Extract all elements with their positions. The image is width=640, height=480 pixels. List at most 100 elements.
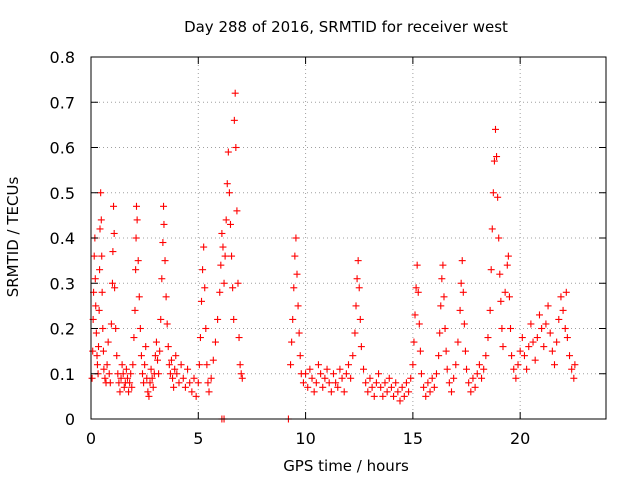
data-point [314, 361, 322, 369]
data-point [220, 279, 228, 287]
data-point [407, 374, 415, 382]
data-point [128, 383, 136, 391]
data-point [533, 334, 541, 342]
data-point [570, 374, 578, 382]
data-point [232, 144, 240, 151]
data-point [531, 356, 539, 364]
data-point [458, 257, 466, 265]
data-point [201, 284, 209, 292]
data-point [166, 370, 174, 378]
data-point [443, 365, 451, 373]
data-point [512, 374, 520, 382]
data-point [396, 397, 404, 405]
data-point [106, 379, 114, 387]
data-point [98, 252, 106, 260]
data-point [514, 361, 522, 369]
data-point [186, 379, 194, 387]
data-point [400, 392, 408, 400]
data-point [323, 365, 331, 373]
data-point [366, 374, 374, 382]
data-point [368, 383, 376, 391]
data-point [159, 239, 167, 247]
data-point [99, 347, 107, 355]
data-point [157, 315, 165, 323]
data-point [221, 252, 229, 260]
data-point [109, 248, 117, 256]
data-point [99, 325, 107, 332]
data-point [107, 320, 115, 328]
data-point [557, 293, 565, 301]
data-point [360, 365, 368, 373]
data-point [306, 365, 314, 373]
data-point [362, 379, 370, 387]
data-point [538, 325, 546, 332]
data-point [175, 379, 183, 387]
data-point [93, 352, 101, 360]
data-point [405, 388, 413, 396]
data-point [441, 325, 449, 332]
data-point [237, 370, 245, 378]
data-point [482, 352, 490, 360]
data-point [312, 379, 320, 387]
y-tick-label: 0.6 [50, 139, 75, 158]
data-point [338, 374, 346, 382]
data-point [295, 329, 303, 337]
data-point [155, 370, 163, 378]
data-point [169, 374, 177, 382]
data-point [95, 306, 103, 314]
y-axis-label: SRMTID / TECUs [4, 177, 22, 298]
data-point [127, 370, 135, 378]
data-point [184, 365, 192, 373]
data-point [235, 334, 243, 342]
data-point [422, 392, 430, 400]
data-point [493, 153, 501, 161]
data-point [414, 288, 422, 296]
data-point [226, 220, 234, 228]
chart-title: Day 288 of 2016, SRMTID for receiver wes… [184, 18, 508, 36]
data-point [163, 320, 171, 328]
data-point [347, 374, 355, 382]
data-point [119, 370, 127, 378]
data-point [490, 157, 498, 165]
x-tick-label: 15 [403, 429, 423, 448]
data-point [142, 343, 150, 351]
data-point [214, 315, 222, 323]
data-point [139, 370, 146, 378]
data-point [113, 352, 121, 360]
data-point [510, 365, 518, 373]
data-point [91, 275, 99, 283]
data-point [198, 297, 206, 305]
data-point [98, 288, 106, 296]
data-point [508, 352, 516, 360]
data-point [236, 361, 244, 369]
data-point [355, 284, 363, 292]
data-point [207, 374, 215, 382]
data-point [136, 325, 144, 332]
data-point [454, 338, 462, 346]
grid [91, 57, 606, 419]
data-point [356, 315, 364, 323]
data-point [518, 334, 526, 342]
data-point [205, 388, 213, 396]
data-point [195, 361, 203, 369]
data-point [489, 189, 497, 197]
data-point [173, 370, 181, 378]
data-point [353, 275, 361, 283]
data-point [229, 284, 237, 292]
data-point [410, 338, 418, 346]
data-point [92, 302, 100, 310]
data-point [228, 252, 236, 260]
data-point [496, 270, 504, 278]
data-point [96, 225, 104, 233]
data-point [123, 374, 131, 382]
data-point [234, 279, 242, 287]
data-point [171, 365, 179, 373]
y-axis: 0 0.1 0.2 0.3 0.4 0.5 0.6 0.7 0.8 [50, 48, 606, 429]
data-point [488, 225, 496, 233]
data-point [145, 392, 153, 400]
data-point [88, 374, 96, 382]
data-point [302, 370, 310, 378]
data-point [129, 361, 137, 369]
data-point [115, 379, 123, 387]
data-point [170, 383, 178, 391]
